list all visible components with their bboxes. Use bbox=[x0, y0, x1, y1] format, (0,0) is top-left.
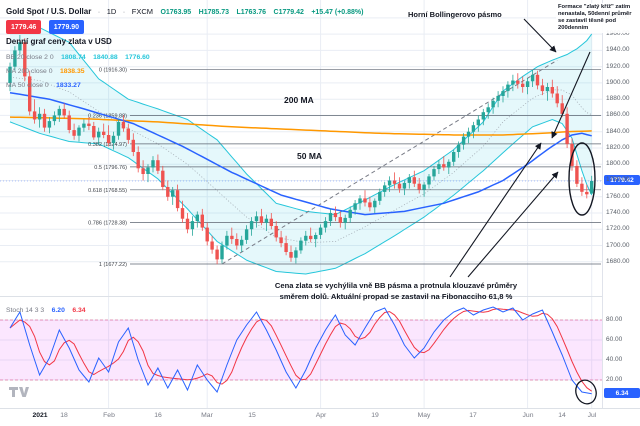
ma50-indicator-row[interactable]: MA 50 close 0 1833.27 bbox=[6, 77, 363, 91]
price-axis-label: 1740.00 bbox=[606, 209, 630, 216]
time-axis-label: 17 bbox=[469, 412, 477, 419]
buy-price-button[interactable]: 1779.90 bbox=[48, 20, 85, 34]
price-axis-label: 1960.00 bbox=[606, 30, 630, 37]
stoch-label[interactable]: Stoch 14 3 3 bbox=[6, 307, 45, 314]
annotation-upper-bollinger[interactable]: Horní Bollingerovo pásmo bbox=[408, 10, 502, 19]
stoch-band bbox=[0, 320, 602, 380]
price-axis[interactable]: 1779.42 6.34 1980.001960.001940.001920.0… bbox=[602, 0, 640, 408]
time-axis-label: 19 bbox=[371, 412, 379, 419]
ma200-label[interactable]: MA 200 close 0 bbox=[6, 68, 53, 75]
bb-upper-value: 1840.88 bbox=[93, 54, 118, 61]
chart-title: Denní graf ceny zlata v USD bbox=[6, 37, 112, 46]
price-pane-canvas[interactable]: 0 (1916.30)0.236 (1859.88)0.382 (1824.97… bbox=[0, 0, 602, 296]
svg-text:0.5 (1796.76): 0.5 (1796.76) bbox=[94, 165, 127, 171]
bb-lower-value: 1776.60 bbox=[125, 54, 150, 61]
symbol-title[interactable]: Gold Spot / U.S. Dollar bbox=[6, 7, 92, 16]
stoch-axis-label: 20.00 bbox=[606, 376, 623, 383]
annotation-arrows[interactable] bbox=[449, 18, 591, 278]
ohlc-high: H1785.73 bbox=[198, 9, 230, 16]
price-axis-label: 1880.00 bbox=[606, 95, 630, 102]
svg-text:0 (1916.30): 0 (1916.30) bbox=[99, 68, 127, 74]
symbol-row: Gold Spot / U.S. Dollar · 1D · FXCM O176… bbox=[6, 4, 363, 18]
price-axis-label: 1780.00 bbox=[606, 176, 630, 183]
time-axis-label: Jul bbox=[587, 412, 597, 419]
ohlc-change: +15.47 (+0.88%) bbox=[311, 9, 364, 16]
price-axis-label: 1860.00 bbox=[606, 111, 630, 118]
ma200-value: 1838.35 bbox=[59, 68, 85, 75]
time-axis-label: 16 bbox=[154, 412, 162, 419]
price-axis-label: 1700.00 bbox=[606, 242, 630, 249]
ohlc-open: O1763.95 bbox=[160, 9, 192, 16]
exchange-label: FXCM bbox=[131, 7, 153, 16]
annotation-breakdown-line2: směrem dolů. Aktuální propad se zastavil… bbox=[279, 292, 513, 301]
sell-price-button[interactable]: 1779.46 bbox=[6, 20, 42, 34]
time-axis-label: Jun bbox=[522, 412, 534, 419]
stochastic-pane-canvas[interactable] bbox=[0, 296, 602, 408]
price-axis-label: 1940.00 bbox=[606, 46, 630, 53]
ma50-value: 1833.27 bbox=[56, 82, 81, 89]
stoch-axis-label: 60.00 bbox=[606, 336, 623, 343]
ma50-line[interactable] bbox=[9, 91, 592, 216]
interval-label[interactable]: 1D bbox=[106, 7, 117, 16]
price-axis-label: 1800.00 bbox=[606, 160, 630, 167]
ohlc-close: C1779.42 bbox=[273, 9, 304, 16]
highlight-ellipse-stoch[interactable] bbox=[573, 377, 599, 406]
ma50-label[interactable]: MA 50 close 0 bbox=[6, 82, 49, 89]
bb-indicator-row[interactable]: BB 20 close 2 0 1808.74 1840.88 1776.60 bbox=[6, 49, 363, 63]
svg-text:0.618 (1768.55): 0.618 (1768.55) bbox=[88, 188, 127, 194]
stoch-value-badge: 6.34 bbox=[604, 388, 640, 398]
stoch-axis-label: 40.00 bbox=[606, 356, 623, 363]
price-axis-label: 1840.00 bbox=[606, 128, 630, 135]
price-axis-label: 1900.00 bbox=[606, 79, 630, 86]
separator-dot: · bbox=[97, 7, 101, 16]
pane-separator[interactable] bbox=[0, 296, 640, 297]
separator-dot: · bbox=[122, 7, 126, 16]
annotation-breakdown-line1: Cena zlata se vychýlila vně BB pásma a p… bbox=[274, 281, 518, 290]
price-axis-label: 1720.00 bbox=[606, 225, 630, 232]
svg-text:0.382 (1824.97): 0.382 (1824.97) bbox=[88, 142, 127, 148]
annotation-200ma[interactable]: 200 MA bbox=[284, 95, 314, 105]
time-axis-label: Apr bbox=[315, 412, 327, 419]
ma200-indicator-row[interactable]: MA 200 close 0 1838.35 bbox=[6, 63, 363, 77]
time-axis-label: Feb bbox=[103, 412, 115, 419]
price-axis-label: 1760.00 bbox=[606, 193, 630, 200]
time-axis-label: 18 bbox=[60, 412, 68, 419]
tradingview-logo-icon bbox=[9, 387, 29, 397]
trade-buttons-row: 1779.46 1779.90 bbox=[6, 18, 363, 35]
annotation-50ma[interactable]: 50 MA bbox=[297, 151, 323, 161]
candles-series[interactable] bbox=[8, 35, 594, 265]
svg-text:0.786 (1728.38): 0.786 (1728.38) bbox=[88, 221, 127, 227]
stoch-indicator-row[interactable]: Stoch 14 3 3 6.20 6.34 bbox=[6, 299, 86, 317]
annotation-breakdown[interactable]: Cena zlata se vychýlila vně BB pásma a p… bbox=[246, 280, 546, 302]
price-axis-label: 1820.00 bbox=[606, 144, 630, 151]
svg-text:1 (1677.22): 1 (1677.22) bbox=[99, 262, 127, 268]
annotation-golden-cross[interactable]: Formace "zlatý kříž" zatím nenastala, 50… bbox=[556, 3, 640, 33]
ma200-line[interactable] bbox=[9, 116, 592, 136]
time-axis-label: May bbox=[417, 412, 431, 419]
legend-overlay: Gold Spot / U.S. Dollar · 1D · FXCM O176… bbox=[6, 4, 363, 91]
highlight-ellipse-price[interactable] bbox=[568, 142, 596, 216]
bb-basis-value: 1808.74 bbox=[61, 54, 86, 61]
bb-label[interactable]: BB 20 close 2 0 bbox=[6, 54, 54, 61]
time-axis-separator bbox=[0, 408, 640, 409]
stoch-d-value: 6.34 bbox=[72, 307, 86, 314]
time-axis-label: 2021 bbox=[32, 412, 48, 419]
stoch-axis-label: 80.00 bbox=[606, 316, 623, 323]
ohlc-low: L1763.76 bbox=[236, 9, 267, 16]
time-axis-label: 15 bbox=[248, 412, 256, 419]
price-axis-label: 1680.00 bbox=[606, 258, 630, 265]
time-axis-label: Mar bbox=[201, 412, 213, 419]
time-axis[interactable]: 2021 18 Feb 16 Mar 15 Apr 19 May 17 Jun 14 Jul bbox=[0, 409, 640, 426]
stoch-k-line[interactable] bbox=[9, 306, 592, 395]
last-price-badge: 1779.42 bbox=[604, 175, 640, 185]
stoch-k-value: 6.20 bbox=[51, 307, 65, 314]
price-axis-label: 1920.00 bbox=[606, 63, 630, 70]
time-axis-label: 14 bbox=[558, 412, 566, 419]
